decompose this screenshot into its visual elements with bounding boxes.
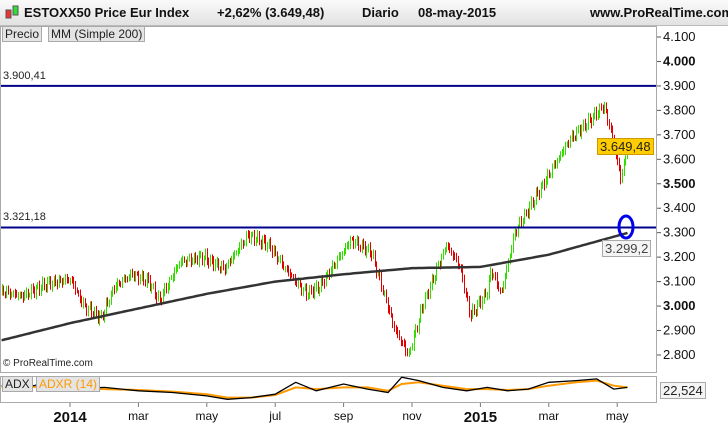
- tab-price[interactable]: Precio: [2, 26, 43, 42]
- y-tick-label: 3.900: [663, 78, 696, 93]
- header-bar: ESTOXX50 Price Eur Index +2,62% (3.649,4…: [0, 0, 728, 26]
- y-tick-label: 3.400: [663, 200, 696, 215]
- tab-ma200[interactable]: MM (Simple 200): [48, 26, 146, 42]
- y-tick-label: 3.100: [663, 274, 696, 289]
- y-tick-label: 3.700: [663, 127, 696, 142]
- x-tick-label: 2014: [53, 409, 87, 426]
- last-price-badge: 3.649,48: [597, 138, 654, 155]
- y-tick-label: 3.600: [663, 151, 696, 166]
- ma200-line: [1, 231, 628, 342]
- price-change: +2,62% (3.649,48): [217, 5, 325, 20]
- y-tick-label: 2.800: [663, 347, 696, 362]
- x-tick-label: may: [195, 409, 218, 423]
- candlestick-icon: [4, 4, 20, 23]
- x-tick-label: may: [606, 409, 629, 423]
- ma-value-badge: 3.299,2: [602, 240, 652, 257]
- price-panel: [0, 26, 657, 373]
- symbol-title: ESTOXX50 Price Eur Index: [24, 5, 190, 20]
- x-tick-label: sep: [334, 409, 354, 423]
- x-tick-label: mar: [128, 409, 149, 423]
- x-tick-label: jul: [268, 409, 281, 423]
- y-tick-label: 3.200: [663, 249, 696, 264]
- x-tick-label: mar: [538, 409, 559, 423]
- upper-level-label: 3.900,41: [3, 70, 46, 82]
- watermark: © ProRealTime.com: [3, 358, 93, 369]
- tab-adxr[interactable]: ADXR (14): [36, 376, 101, 392]
- y-tick-label: 4.100: [663, 29, 696, 44]
- site-link[interactable]: www.ProRealTime.com: [590, 5, 728, 20]
- adx-line: [1, 376, 628, 400]
- y-tick-label: 4.000: [663, 53, 696, 68]
- x-tick-label: nov: [402, 409, 421, 423]
- y-tick-label: 2.900: [663, 323, 696, 338]
- y-tick-label: 3.800: [663, 102, 696, 117]
- lower-level-label: 3.321,18: [3, 211, 46, 223]
- date: 08-may-2015: [418, 5, 497, 20]
- tab-adx[interactable]: ADX: [2, 376, 33, 392]
- adx-value-badge: 22,524: [660, 382, 706, 399]
- x-tick-label: 2015: [464, 409, 497, 426]
- y-tick-label: 3.300: [663, 225, 696, 240]
- period[interactable]: Diario: [362, 5, 399, 20]
- y-tick-label: 3.500: [663, 176, 696, 191]
- adx-panel: [0, 376, 657, 403]
- y-tick-label: 3.000: [663, 298, 696, 313]
- highlight-circle: [617, 214, 635, 240]
